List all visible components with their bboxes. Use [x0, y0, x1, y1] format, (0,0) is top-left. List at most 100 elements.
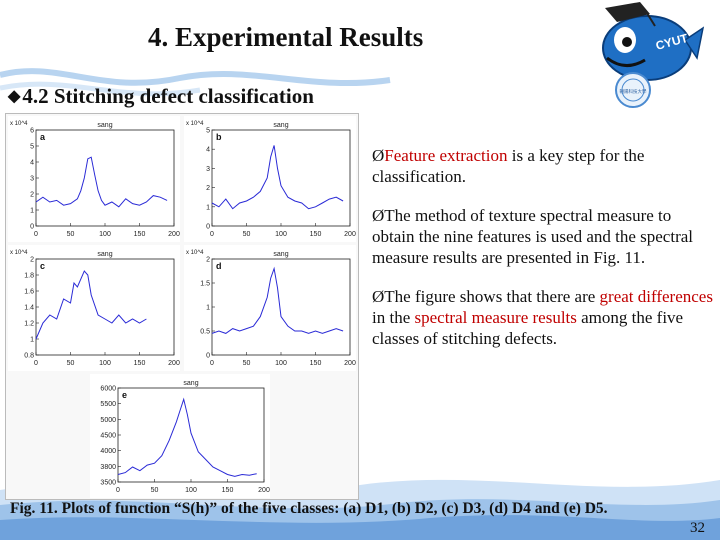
- y-tick-label: 3: [30, 176, 34, 183]
- x-tick-label: 100: [99, 231, 111, 238]
- bullet-list: ØFeature extraction is a key step for th…: [372, 145, 717, 367]
- x-tick-label: 50: [67, 360, 75, 367]
- y-tick-label: 6000: [100, 386, 116, 393]
- page-title: 4. Experimental Results: [148, 22, 424, 52]
- x-tick-label: 150: [134, 231, 146, 238]
- y-tick-label: 0: [30, 224, 34, 231]
- y-tick-label: 1: [206, 204, 210, 211]
- x-tick-label: 0: [34, 360, 38, 367]
- y-tick-label: 5500: [100, 401, 116, 408]
- bullet-item: ØFeature extraction is a key step for th…: [372, 146, 645, 186]
- section-subtitle-text: 4.2 Stitching defect classification: [22, 84, 314, 108]
- series-line: [117, 397, 257, 477]
- x-tick-label: 50: [243, 231, 251, 238]
- x-tick-label: 200: [168, 360, 180, 367]
- x-tick-label: 150: [310, 360, 322, 367]
- x-tick-label: 150: [310, 231, 322, 238]
- axis-exponent: x 10^4: [10, 250, 28, 256]
- x-tick-label: 0: [210, 360, 214, 367]
- x-tick-label: 0: [34, 231, 38, 238]
- y-tick-label: 1: [206, 305, 210, 312]
- axis-exponent: x 10^4: [186, 121, 204, 127]
- y-tick-label: 5: [30, 144, 34, 151]
- x-tick-label: 100: [275, 360, 287, 367]
- y-tick-label: 2: [30, 257, 34, 264]
- x-tick-label: 200: [344, 231, 356, 238]
- axis-exponent: x 10^4: [10, 121, 28, 127]
- y-tick-label: 3: [206, 166, 210, 173]
- plot-background: [8, 116, 180, 242]
- y-tick-label: 1: [30, 337, 34, 344]
- x-tick-label: 50: [243, 360, 251, 367]
- plot-e: sang e 0 50 100 150 200 3500 3800 4000 4500 5000 550…: [90, 374, 270, 498]
- y-tick-label: 1.5: [200, 281, 210, 288]
- y-tick-label: 0: [206, 224, 210, 231]
- plot-title: sang: [183, 380, 198, 387]
- mascot-logo: CYUT 朝陽科技大學: [602, 2, 705, 108]
- x-tick-label: 100: [275, 231, 287, 238]
- plot-background: [184, 245, 356, 371]
- y-tick-label: 3500: [100, 480, 116, 487]
- panel-label: b: [216, 132, 222, 142]
- y-tick-label: 0.5: [200, 329, 210, 336]
- x-tick-label: 200: [258, 487, 270, 494]
- panel-label: c: [40, 261, 45, 271]
- y-tick-label: 4000: [100, 448, 116, 455]
- page-number: 32: [690, 520, 705, 536]
- y-tick-label: 3800: [100, 464, 116, 471]
- diamond-bullet-icon: ◆: [8, 88, 21, 105]
- series-line: [211, 266, 344, 334]
- plot-title: sang: [97, 251, 112, 258]
- plot-title: sang: [273, 251, 288, 258]
- y-tick-label: 5: [206, 128, 210, 135]
- x-tick-label: 100: [99, 360, 111, 367]
- y-tick-label: 5000: [100, 417, 116, 424]
- y-tick-label: 0: [206, 353, 210, 360]
- series-line: [35, 156, 168, 208]
- y-tick-label: 4500: [100, 433, 116, 440]
- y-tick-label: 6: [30, 128, 34, 135]
- x-tick-label: 150: [134, 360, 146, 367]
- y-tick-label: 2: [206, 185, 210, 192]
- plot-a: sang a x 10^4 0 50 100 150 200 0 1 2 3 4 5 6: [8, 116, 180, 242]
- arrow-bullet-icon: Ø: [372, 146, 385, 165]
- x-tick-label: 200: [344, 360, 356, 367]
- x-tick-label: 50: [67, 231, 75, 238]
- plot-b: sang b x 10^4 0 50 100 150 200 0 1 2 3 4 5: [184, 116, 356, 242]
- y-tick-label: 0.8: [24, 353, 34, 360]
- x-tick-label: 0: [116, 487, 120, 494]
- x-tick-label: 0: [210, 231, 214, 238]
- plot-d: sang d x 10^4 0 50 100 150 200 0 0.5 1 1.5 2: [184, 245, 356, 371]
- plot-background: [90, 374, 270, 498]
- y-tick-label: 4: [206, 147, 210, 154]
- x-tick-label: 150: [222, 487, 234, 494]
- x-tick-label: 200: [168, 231, 180, 238]
- plot-title: sang: [273, 122, 288, 129]
- axis-exponent: x 10^4: [186, 250, 204, 256]
- x-tick-label: 100: [185, 487, 197, 494]
- arrow-bullet-icon: Ø: [372, 206, 385, 225]
- panel-label: a: [40, 132, 46, 142]
- figure-caption: Fig. 11. Plots of function “S(h)” of the…: [10, 500, 608, 517]
- plot-background: [184, 116, 356, 242]
- y-tick-label: 2: [30, 192, 34, 199]
- panel-label: d: [216, 261, 222, 271]
- y-tick-label: 1: [30, 208, 34, 215]
- figure-panel: sang a x 10^4 0 50 100 150 200 0 1 2 3 4 5 6 sang b x 10…: [5, 113, 359, 500]
- bullet-item: ØThe method of texture spectral measure …: [372, 206, 693, 267]
- plot-title: sang: [97, 122, 112, 129]
- panel-label: e: [122, 390, 127, 400]
- y-tick-label: 1.2: [24, 321, 34, 328]
- seal-text: 朝陽科技大學: [620, 88, 647, 95]
- y-tick-label: 1.4: [24, 305, 34, 312]
- plot-c: sang c x 10^4 0 50 100 150 200 0.8 1 1.2 1.4 1.6 1.8 2: [8, 245, 180, 371]
- bullet-item: ØThe figure shows that there are great d…: [372, 287, 713, 348]
- arrow-bullet-icon: Ø: [372, 287, 385, 306]
- x-tick-label: 50: [151, 487, 159, 494]
- y-tick-label: 2: [206, 257, 210, 264]
- y-tick-label: 1.6: [24, 289, 34, 296]
- plot-background: [8, 245, 180, 371]
- series-line: [211, 145, 344, 210]
- y-tick-label: 1.8: [24, 273, 34, 280]
